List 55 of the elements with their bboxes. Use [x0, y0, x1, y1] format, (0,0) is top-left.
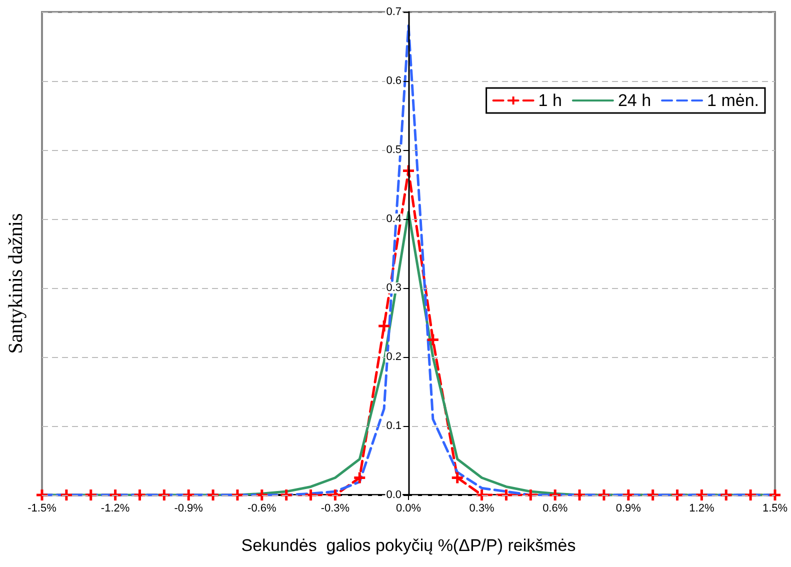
point: [450, 471, 464, 484]
legend-label: 1 h: [538, 91, 562, 110]
x-axis-title: Sekundės galios pokyčių %(ΔP/P) reikšmės: [241, 536, 576, 555]
x-tick-label: -1.2%: [100, 502, 130, 514]
y-tick-label: 0.0: [386, 489, 402, 501]
point: [646, 488, 660, 502]
point: [426, 333, 440, 346]
point: [280, 488, 294, 502]
point: [622, 488, 636, 502]
y-axis-title: Santykinis dažnis: [5, 213, 27, 354]
point: [206, 488, 220, 502]
point: [157, 488, 171, 502]
y-tick-label: 0.3: [386, 282, 402, 294]
y-tick-label: 0.7: [386, 6, 402, 18]
y-tick-label: 0.1: [386, 420, 402, 432]
x-tick-label: 1.2%: [689, 502, 714, 514]
point: [352, 471, 366, 484]
y-tick-label: 0.4: [386, 213, 402, 225]
y-tick-label: 0.5: [386, 144, 402, 156]
point: [572, 488, 586, 502]
point: [60, 488, 74, 502]
point: [35, 488, 49, 502]
point: [524, 488, 538, 502]
point: [328, 488, 342, 502]
point: [402, 164, 416, 178]
point: [230, 488, 244, 502]
x-tick-label: 0.9%: [616, 502, 642, 514]
point: [377, 319, 391, 333]
x-tick-label: -0.3%: [320, 502, 350, 514]
point: [182, 488, 196, 502]
x-tick-label: -1.5%: [28, 502, 57, 514]
x-tick-label: -0.9%: [174, 502, 204, 514]
point: [597, 488, 611, 502]
point: [132, 488, 146, 502]
point: [719, 488, 733, 502]
legend-label: 1 mėn.: [707, 91, 760, 110]
point: [499, 488, 513, 502]
point: [694, 488, 708, 502]
x-tick-label: 0.6%: [542, 502, 568, 514]
point: [744, 488, 758, 502]
point: [255, 488, 269, 502]
point: [475, 488, 489, 502]
y-tick-label: 0.2: [386, 351, 402, 363]
y-tick-label: 0.6: [386, 75, 402, 87]
x-tick-label: 0.0%: [396, 502, 422, 514]
x-tick-label: -0.6%: [248, 502, 276, 514]
x-tick-label: 1.5%: [762, 502, 788, 514]
point: [548, 488, 562, 502]
x-tick-label: 0.3%: [469, 502, 495, 514]
point: [304, 488, 318, 502]
legend-label: 24 h: [618, 91, 652, 110]
point: [108, 488, 122, 502]
point: [768, 488, 782, 502]
point: [670, 488, 684, 502]
point: [84, 488, 98, 502]
